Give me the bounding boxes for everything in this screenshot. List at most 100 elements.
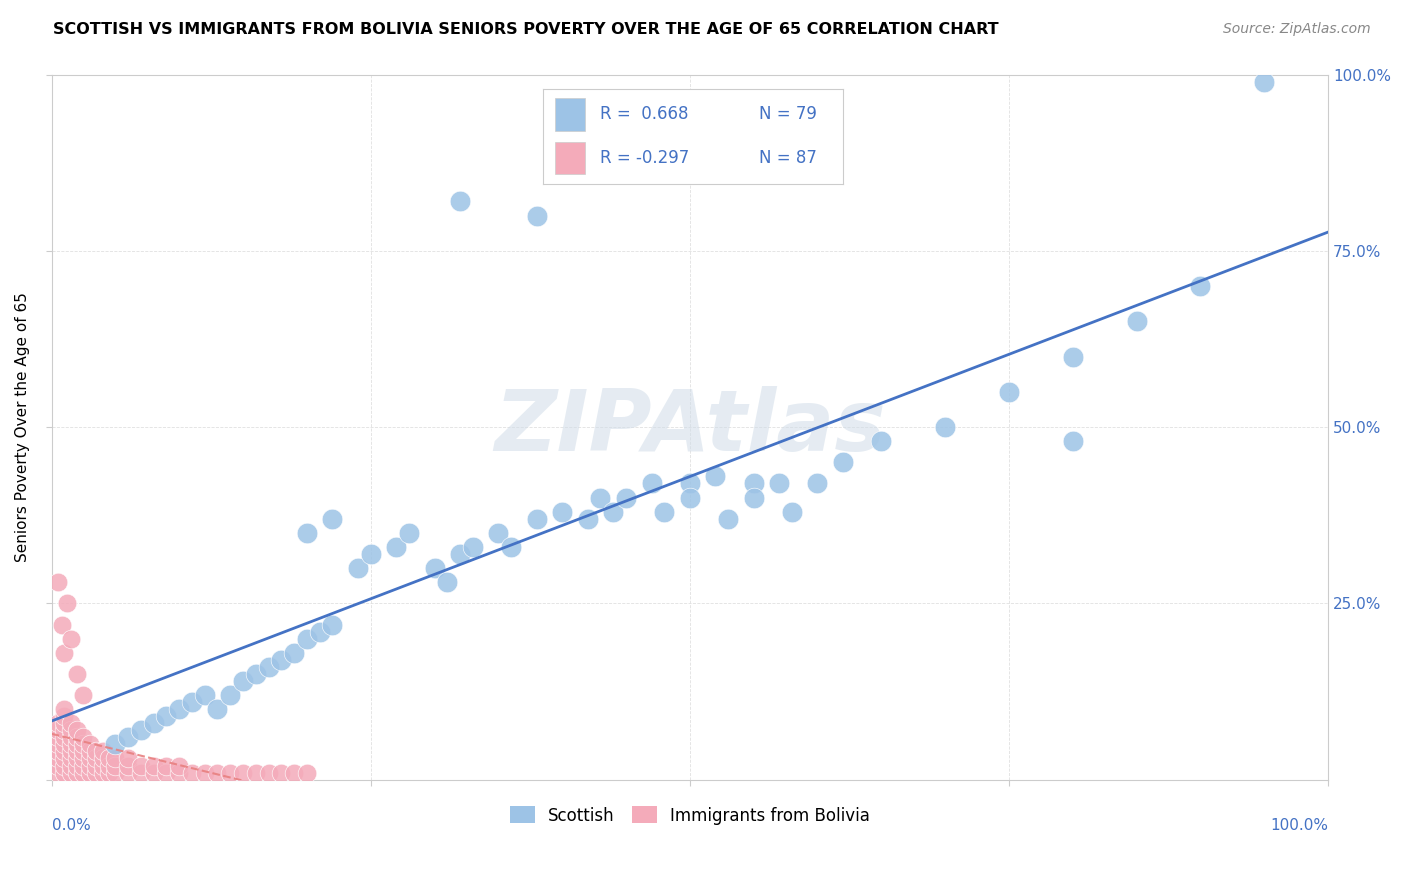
Point: [117, 758, 139, 772]
Point: [53, 716, 76, 731]
Point: [79, 758, 101, 772]
Point: [806, 476, 828, 491]
Point: [72, 744, 94, 758]
Point: [679, 476, 702, 491]
Point: [46, 723, 69, 738]
Point: [934, 420, 956, 434]
Point: [72, 765, 94, 780]
Point: [461, 540, 484, 554]
Point: [436, 575, 458, 590]
Point: [72, 751, 94, 765]
Point: [72, 731, 94, 745]
Point: [308, 624, 330, 639]
Point: [104, 751, 127, 765]
Point: [59, 765, 82, 780]
Point: [155, 765, 177, 780]
Point: [155, 709, 177, 723]
Point: [53, 751, 76, 765]
Point: [398, 525, 420, 540]
Point: [219, 765, 242, 780]
Text: SCOTTISH VS IMMIGRANTS FROM BOLIVIA SENIORS POVERTY OVER THE AGE OF 65 CORRELATI: SCOTTISH VS IMMIGRANTS FROM BOLIVIA SENI…: [53, 22, 1000, 37]
Point: [59, 751, 82, 765]
Point: [167, 765, 190, 780]
Point: [142, 716, 165, 731]
Point: [142, 758, 165, 772]
Point: [59, 723, 82, 738]
Point: [245, 666, 267, 681]
Point: [84, 751, 107, 765]
Point: [104, 758, 127, 772]
Point: [59, 758, 82, 772]
Point: [66, 744, 89, 758]
Point: [72, 737, 94, 751]
Point: [91, 765, 114, 780]
Point: [602, 505, 624, 519]
Point: [155, 758, 177, 772]
Point: [98, 751, 121, 765]
Point: [742, 476, 765, 491]
Point: [53, 731, 76, 745]
Point: [832, 455, 855, 469]
Point: [1125, 314, 1147, 328]
Point: [79, 737, 101, 751]
Point: [66, 737, 89, 751]
Text: Source: ZipAtlas.com: Source: ZipAtlas.com: [1223, 22, 1371, 37]
Point: [295, 525, 318, 540]
Point: [449, 194, 471, 209]
Point: [59, 744, 82, 758]
Point: [768, 476, 790, 491]
Text: 0.0%: 0.0%: [52, 818, 90, 833]
Point: [46, 765, 69, 780]
Point: [321, 617, 343, 632]
Point: [98, 758, 121, 772]
Point: [321, 512, 343, 526]
Point: [207, 702, 229, 716]
Point: [385, 540, 408, 554]
Point: [270, 653, 292, 667]
Point: [347, 561, 370, 575]
Point: [870, 434, 893, 449]
Point: [104, 765, 127, 780]
Point: [66, 666, 89, 681]
Point: [704, 469, 727, 483]
Point: [53, 702, 76, 716]
Point: [91, 758, 114, 772]
Point: [46, 575, 69, 590]
Point: [46, 737, 69, 751]
Point: [72, 688, 94, 702]
Point: [207, 765, 229, 780]
Point: [46, 758, 69, 772]
Point: [283, 646, 305, 660]
Point: [283, 765, 305, 780]
Point: [59, 731, 82, 745]
Point: [194, 765, 217, 780]
Point: [1062, 434, 1084, 449]
Point: [59, 737, 82, 751]
Point: [66, 758, 89, 772]
Point: [526, 512, 548, 526]
Point: [51, 617, 73, 632]
Point: [72, 758, 94, 772]
Point: [84, 744, 107, 758]
Point: [526, 209, 548, 223]
Point: [66, 731, 89, 745]
Point: [486, 525, 509, 540]
Point: [53, 709, 76, 723]
Point: [1062, 350, 1084, 364]
Point: [181, 765, 204, 780]
Text: 100.0%: 100.0%: [1270, 818, 1329, 833]
Point: [84, 758, 107, 772]
Point: [194, 688, 217, 702]
Point: [56, 596, 79, 610]
Point: [53, 765, 76, 780]
Point: [449, 547, 471, 561]
Point: [295, 632, 318, 646]
Point: [84, 765, 107, 780]
Point: [79, 765, 101, 780]
Point: [46, 731, 69, 745]
Point: [576, 512, 599, 526]
Point: [129, 758, 152, 772]
Point: [129, 765, 152, 780]
Point: [46, 744, 69, 758]
Point: [589, 491, 612, 505]
